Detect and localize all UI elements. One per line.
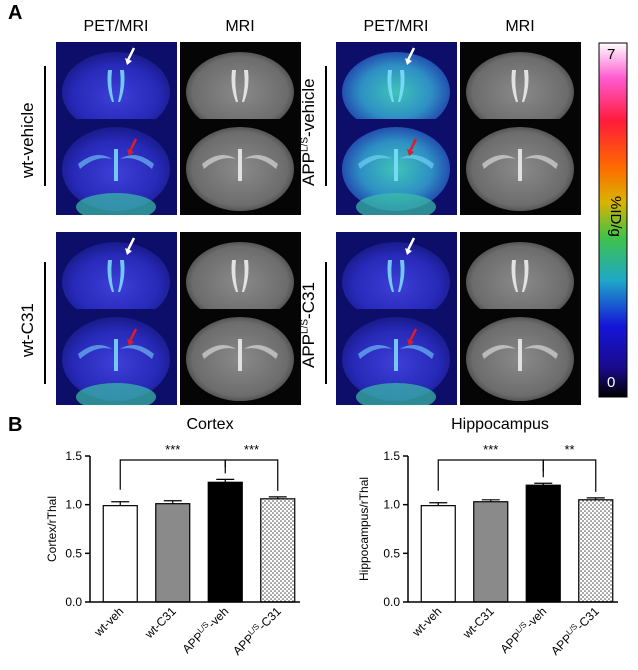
pet-mri-image (56, 309, 177, 405)
panel-a-letter: A (8, 2, 23, 24)
colorbar-unit-label: %ID/g (607, 196, 624, 237)
significance-bracket (542, 459, 597, 492)
y-tick-label: 1.5 (383, 449, 400, 463)
group-bar-app-vehicle (325, 66, 327, 186)
x-category-label: APPL/S-C31 (229, 603, 284, 658)
significance-label: *** (244, 442, 259, 457)
mri-image (180, 119, 301, 215)
group-bar-app-c31 (325, 262, 327, 384)
column-header-petmri-right: PET/MRI (363, 18, 429, 35)
colorbar-min-label: 0 (607, 374, 616, 391)
y-tick-label: 0.0 (65, 595, 82, 609)
row-label-app-vehicle: APPL/S-vehicle (299, 78, 318, 186)
bar-2 (525, 484, 561, 603)
mri-image (180, 309, 301, 405)
brain-slice-graphic (460, 119, 581, 215)
column-header-mri-right: MRI (505, 18, 535, 35)
significance-label: *** (483, 442, 498, 457)
brain-slice-graphic (56, 309, 177, 405)
group-bar-wt-vehicle (44, 66, 46, 186)
bar-0 (420, 505, 456, 603)
bar-3 (578, 499, 614, 603)
colorbar-max-label: 7 (607, 46, 616, 63)
pet-mri-image (56, 119, 177, 215)
y-tick-label: 1.0 (65, 498, 82, 512)
bar-3 (260, 498, 296, 603)
significance-label: *** (165, 442, 180, 457)
chart-title-hippocampus: Hippocampus (451, 416, 549, 433)
x-category-label: APPL/S-veh (179, 604, 232, 657)
mri-image (460, 309, 581, 405)
hippocampus-bar-chart: Hippocampus/rThal 0.0 0.5 1.0 1.5 wt-veh wt-C3… (357, 442, 618, 658)
brain-slice-graphic (56, 119, 177, 215)
bar-1 (155, 503, 191, 603)
mri-image (180, 42, 301, 138)
row-label-wt-c31: wt-C31 (18, 303, 37, 357)
x-category-label: wt-C31 (141, 604, 179, 642)
colorbar (598, 42, 628, 398)
chart-title-cortex: Cortex (186, 416, 234, 433)
panel-b-letter: B (8, 414, 23, 436)
mri-image (460, 119, 581, 215)
y-tick-label: 1.0 (383, 498, 400, 512)
row-label-app-c31: APPL/S-C31 (299, 282, 318, 368)
brain-slice-graphic (180, 309, 301, 405)
x-category-label: APPL/S-veh (497, 604, 550, 657)
brain-slice-graphic (336, 119, 457, 215)
bar-0 (102, 505, 138, 603)
x-category-label: APPL/S-C31 (547, 603, 602, 658)
group-bar-wt-c31 (44, 262, 46, 384)
y-tick-label: 1.5 (65, 449, 82, 463)
column-header-petmri-left: PET/MRI (83, 18, 149, 35)
brain-slice-graphic (180, 42, 301, 138)
x-category-label: wt-C31 (459, 604, 497, 642)
significance-bracket (224, 459, 279, 491)
brain-slice-graphic (460, 309, 581, 405)
y-tick-label: 0.0 (383, 595, 400, 609)
row-label-wt-vehicle: wt-vehicle (18, 102, 37, 178)
x-category-label: wt-veh (409, 604, 445, 640)
bar-2 (207, 481, 243, 603)
y-tick-label: 0.5 (383, 546, 400, 560)
significance-label: ** (564, 442, 574, 457)
brain-slice-graphic (180, 119, 301, 215)
pet-mri-image (336, 119, 457, 215)
y-axis-label: Hippocampus/rThal (357, 477, 371, 581)
y-axis-label: Cortex/rThal (45, 496, 59, 562)
pet-mri-image (336, 309, 457, 405)
y-tick-label: 0.5 (65, 546, 82, 560)
x-category-label: wt-veh (91, 604, 127, 640)
bar-1 (473, 501, 509, 603)
column-header-mri-left: MRI (225, 18, 255, 35)
brain-slice-graphic (336, 309, 457, 405)
